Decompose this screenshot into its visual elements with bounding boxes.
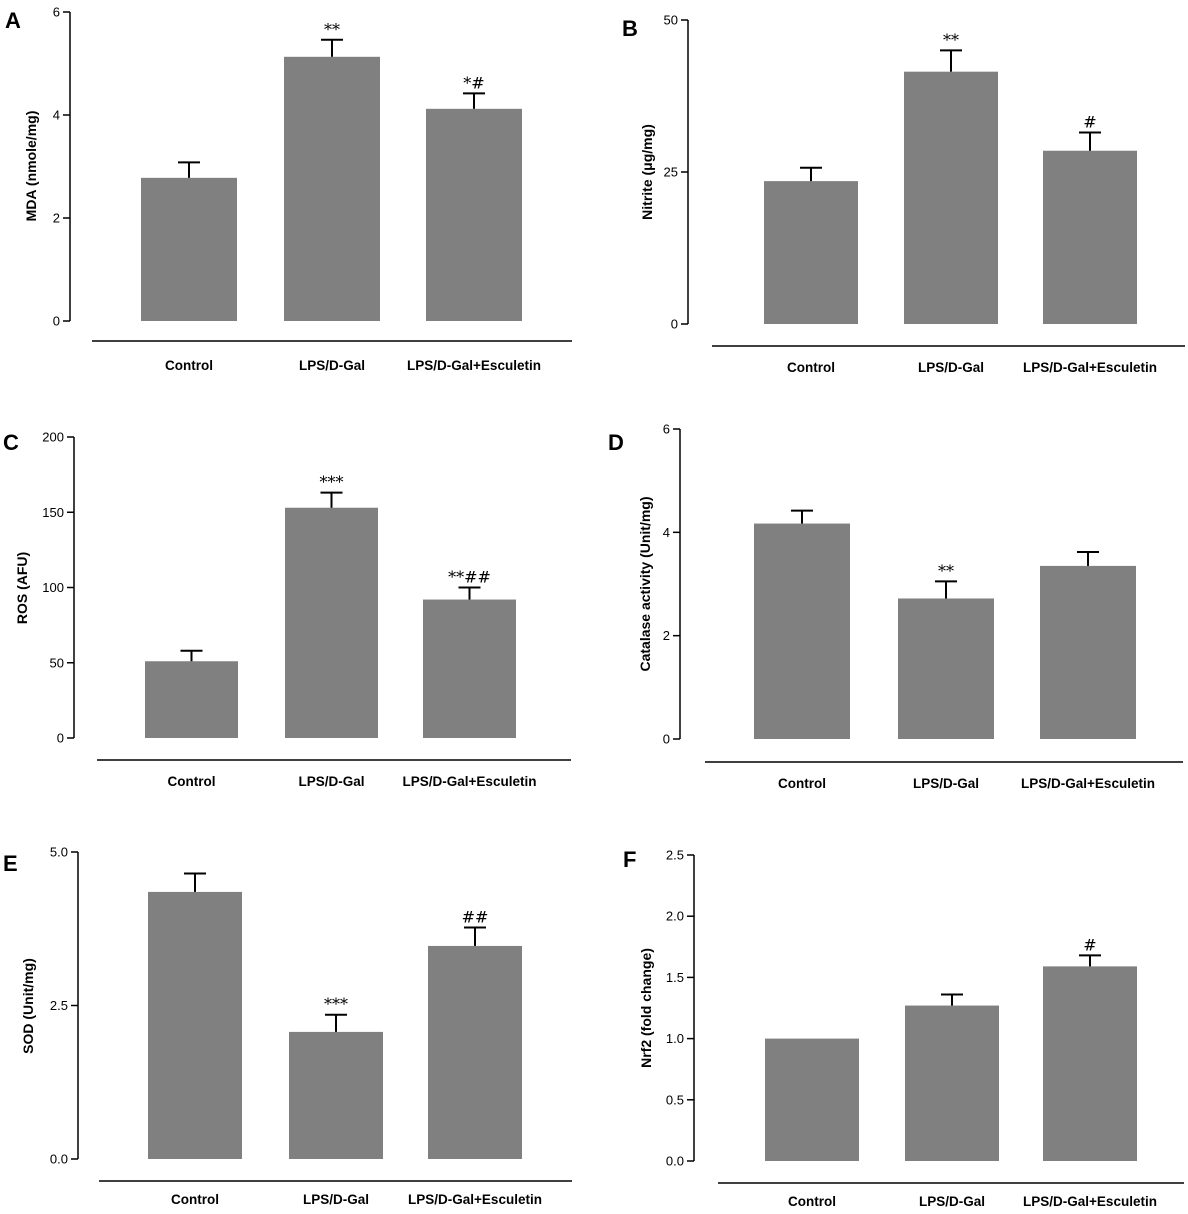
bar bbox=[765, 1038, 859, 1161]
significance-label: # bbox=[1083, 112, 1096, 131]
y-tick-label: 0.5 bbox=[666, 1092, 684, 1107]
bar bbox=[426, 108, 522, 321]
x-tick-label: LPS/D-Gal bbox=[918, 360, 984, 375]
x-tick-label: Control bbox=[171, 1192, 219, 1207]
bar bbox=[145, 661, 238, 738]
x-tick-label: LPS/D-Gal+Esculetin bbox=[1023, 1194, 1157, 1209]
y-axis-title: Nitrite (μg/mg) bbox=[639, 124, 655, 220]
chart-panel-c: C *** **## 0 50 100 150 200 Control LPS/D-Gal LPS/… bbox=[3, 430, 571, 789]
x-tick-label: LPS/D-Gal bbox=[303, 1192, 369, 1207]
bar bbox=[428, 945, 522, 1159]
chart-panel-a: A ** *# 0 2 4 6 Control LPS/D-Gal LPS/D-Gal+Escul… bbox=[5, 5, 572, 373]
x-tick-label: LPS/D-Gal bbox=[913, 776, 979, 791]
y-tick-label: 0.0 bbox=[666, 1154, 684, 1169]
y-tick-label: 2.0 bbox=[666, 909, 684, 924]
bar bbox=[289, 1031, 383, 1159]
x-tick-label: Control bbox=[778, 776, 826, 791]
y-axis-title: Nrf2 (fold change) bbox=[638, 948, 654, 1068]
bar bbox=[1043, 150, 1137, 324]
y-axis-title: ROS (AFU) bbox=[14, 552, 30, 624]
bar bbox=[898, 598, 994, 739]
chart-panel-b: B ** #0 25 50 Control LPS/D-Gal LPS/D-Gal+Escul… bbox=[622, 13, 1185, 375]
y-tick-label: 6 bbox=[53, 5, 60, 20]
y-tick-label: 0.0 bbox=[50, 1152, 68, 1167]
bar bbox=[904, 71, 998, 325]
panel-letter: F bbox=[623, 847, 636, 872]
y-tick-label: 2.5 bbox=[50, 998, 68, 1013]
y-tick-label: 200 bbox=[42, 430, 64, 445]
y-tick-label: 0 bbox=[663, 732, 670, 747]
bar bbox=[764, 181, 858, 324]
x-tick-label: LPS/D-Gal bbox=[298, 774, 364, 789]
y-tick-label: 1.5 bbox=[666, 970, 684, 985]
x-tick-label: Control bbox=[168, 774, 216, 789]
significance-label: *# bbox=[463, 73, 484, 92]
x-tick-label: LPS/D-Gal+Esculetin bbox=[1021, 776, 1155, 791]
bar bbox=[141, 177, 237, 321]
bar bbox=[423, 599, 516, 738]
y-tick-label: 2 bbox=[663, 628, 670, 643]
chart-panel-f: F #0.0 0.5 1.0 1.5 2.0 2.5 Control LPS/D-Gal LPS/… bbox=[623, 847, 1184, 1209]
y-tick-label: 5.0 bbox=[50, 845, 68, 860]
significance-label: ** bbox=[938, 561, 954, 580]
y-tick-label: 150 bbox=[42, 505, 64, 520]
x-tick-label: LPS/D-Gal+Esculetin bbox=[407, 358, 541, 373]
y-axis-title: Catalase activity (Unit/mg) bbox=[637, 496, 653, 671]
bar bbox=[285, 507, 378, 738]
y-tick-label: 2 bbox=[53, 211, 60, 226]
x-tick-label: LPS/D-Gal bbox=[919, 1194, 985, 1209]
chart-panel-e: E *** ## 0.0 2.5 5.0 Control LPS/D-Gal LPS/D-Gal… bbox=[3, 845, 572, 1207]
bar bbox=[1043, 966, 1137, 1161]
y-tick-label: 4 bbox=[663, 525, 670, 540]
bar bbox=[148, 891, 242, 1159]
significance-label: *** bbox=[324, 995, 348, 1014]
y-tick-label: 100 bbox=[42, 580, 64, 595]
x-tick-label: Control bbox=[787, 360, 835, 375]
panel-letter: D bbox=[608, 430, 624, 455]
significance-label: *** bbox=[320, 473, 344, 492]
y-axis-title: SOD (Unit/mg) bbox=[20, 958, 36, 1054]
y-axis-title: MDA (nmole/mg) bbox=[23, 111, 39, 222]
bar bbox=[284, 56, 380, 322]
panel-letter: A bbox=[5, 8, 21, 33]
x-tick-label: LPS/D-Gal+Esculetin bbox=[408, 1192, 542, 1207]
panel-letter: B bbox=[622, 16, 638, 41]
bar bbox=[754, 523, 850, 739]
x-tick-label: LPS/D-Gal+Esculetin bbox=[403, 774, 537, 789]
chart-panel-d: D ** 0 2 4 6 Control LPS/D-Gal LPS/D-Gal+Esculet… bbox=[608, 422, 1183, 791]
x-tick-label: Control bbox=[788, 1194, 836, 1209]
y-tick-label: 2.5 bbox=[666, 848, 684, 863]
panel-letter: C bbox=[3, 430, 19, 455]
bar bbox=[1040, 565, 1136, 739]
significance-label: # bbox=[1083, 935, 1096, 954]
y-tick-label: 50 bbox=[50, 655, 64, 670]
y-tick-label: 50 bbox=[664, 13, 678, 28]
panel-letter: E bbox=[3, 851, 18, 876]
y-tick-label: 6 bbox=[663, 422, 670, 437]
x-tick-label: Control bbox=[165, 358, 213, 373]
x-tick-label: LPS/D-Gal+Esculetin bbox=[1023, 360, 1157, 375]
y-tick-label: 0 bbox=[671, 317, 678, 332]
y-tick-label: 1.0 bbox=[666, 1031, 684, 1046]
y-tick-label: 4 bbox=[53, 108, 60, 123]
significance-label: ** bbox=[324, 20, 340, 39]
significance-label: ## bbox=[462, 908, 489, 927]
significance-label: ** bbox=[943, 30, 959, 49]
y-tick-label: 25 bbox=[664, 165, 678, 180]
x-tick-label: LPS/D-Gal bbox=[299, 358, 365, 373]
y-tick-label: 0 bbox=[53, 314, 60, 329]
y-tick-label: 0 bbox=[57, 731, 64, 746]
bar bbox=[905, 1005, 999, 1161]
significance-label: **## bbox=[448, 568, 491, 587]
